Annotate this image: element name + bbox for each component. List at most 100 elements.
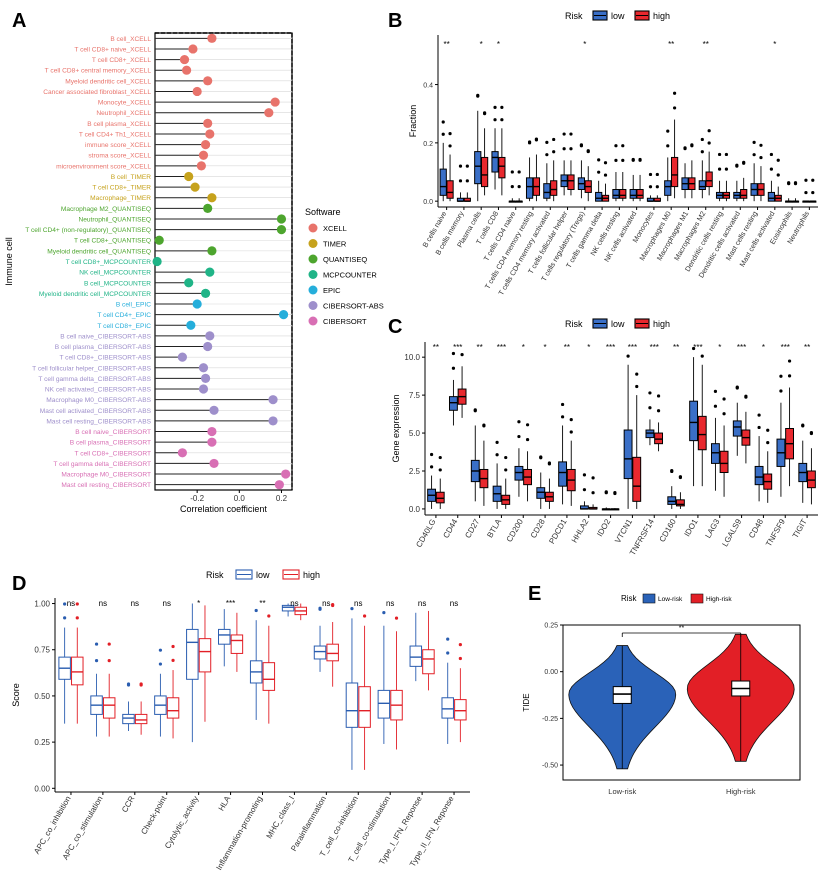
outlier-dot [94,642,99,646]
legend-label: Low-risk [658,596,683,603]
outlier-dot [603,173,608,177]
panel-a: B cell_XCELL T cell CD8+ naive_XCELL T cel… [4,32,384,514]
outlier-dot [510,185,514,189]
box-body [623,429,633,480]
outlier-dot [451,351,456,356]
outlier-dot [582,488,587,492]
outlier-dot [517,420,521,424]
outlier-dot [678,475,683,479]
immune-cell-label: T cell follicular helper_CIBERSORT-ABS [32,365,151,372]
category-label: CD200 [505,517,526,544]
lollipop-dot [177,352,187,362]
outlier-dot [690,143,694,147]
legend-label: low [611,319,625,329]
outlier-dot [139,682,143,686]
box-body [71,656,84,686]
outlier-dot [482,423,486,427]
outlier-dot [717,167,722,171]
outlier-dot [801,423,805,427]
box-body [446,180,454,199]
significance-label: * [762,343,765,352]
significance-label: ** [804,343,810,352]
immune-cell-label: NK cell activated_CIBERSORT-ABS [45,387,152,394]
outlier-dot [769,167,773,171]
significance-label: ns [163,599,171,608]
significance-label: ** [444,40,450,49]
category-label: CD48 [747,517,765,540]
box-body [262,662,276,691]
significance-label: ** [433,343,439,352]
outlier-dot [766,428,770,432]
outlier-dot [75,602,79,606]
significance-label: ns [450,599,458,608]
immune-cell-label: NK cell_MCPCOUNTER [79,270,151,277]
box-body [186,628,199,680]
category-label: LGALS9 [720,517,743,548]
y-tick-label: 5.0 [409,429,421,438]
significance-label: ns [67,599,75,608]
outlier-dot [495,453,499,457]
lollipop-dot [184,278,194,288]
box-body [448,396,458,411]
outlier-dot [446,651,450,655]
outlier-dot [621,144,625,148]
lollipop-dot [188,44,198,54]
immune-cell-label: Myeloid dendritic cell_QUANTISEQ [47,248,151,255]
significance-label: *** [453,343,462,352]
category-label: HHLA2 [570,517,591,544]
outlier-dot [448,144,452,148]
outlier-dot [648,172,653,177]
outlier-dot [171,644,175,649]
outlier-dot [673,91,677,95]
category-label: TIGIT [791,517,809,539]
significance-label: ** [259,599,265,608]
legend-title: Risk [206,570,224,580]
box-body [740,189,748,199]
box-body [358,686,371,728]
outlier-dot [500,118,504,122]
panel-label-e: E [528,583,541,605]
y-tick-label: 0.2 [423,141,433,148]
legend-label: QUANTISEQ [323,255,367,264]
outlier-dot [759,155,763,160]
lollipop-dot [205,267,215,277]
legend-title: Software [305,207,341,217]
immune-cell-label: B cell plasma_XCELL [87,121,151,128]
legend-swatch [642,593,656,604]
violin-box [612,686,632,704]
immune-cell-label: B cell naive_CIBERSORT-ABS [60,333,151,340]
box-body [806,470,816,489]
significance-label: ns [131,599,139,608]
immune-cell-label: T cell CD8+_MCPCOUNTER [66,259,152,266]
lollipop-dot [182,65,192,75]
immune-cell-label: Monocyte_XCELL [98,100,151,107]
outlier-dot [614,158,618,163]
significance-label: ns [290,599,298,608]
immune-cell-label: T cell CD4+ (non-regulatory)_QUANTISEQ [25,227,151,234]
box-body [675,499,685,507]
legend-swatch [308,239,318,248]
y-tick-label: 0.75 [34,646,50,655]
outlier-dot [586,149,590,153]
outlier-dot [493,105,497,109]
box-body [697,415,707,451]
immune-cell-label: B cell_TIMER [111,174,152,181]
box-body [543,183,551,199]
box-body [498,156,506,179]
immune-cell-label: immune score_XCELL [85,142,151,149]
outlier-dot [382,611,386,615]
outlier-dot [621,158,625,163]
outlier-dot [438,468,442,472]
outlier-dot [603,161,608,165]
lollipop-dot [207,33,217,43]
outlier-dot [63,616,67,620]
category-label: LAG3 [703,517,721,540]
box-body [326,643,339,662]
outlier-dot [604,490,608,494]
lollipop-dot [209,405,219,415]
outlier-dot [779,374,783,378]
outlier-dot [438,455,442,460]
lollipop-dot [203,203,213,213]
y-axis-title: Gene expression [391,394,401,462]
y-tick-label: 0.0 [423,199,433,206]
